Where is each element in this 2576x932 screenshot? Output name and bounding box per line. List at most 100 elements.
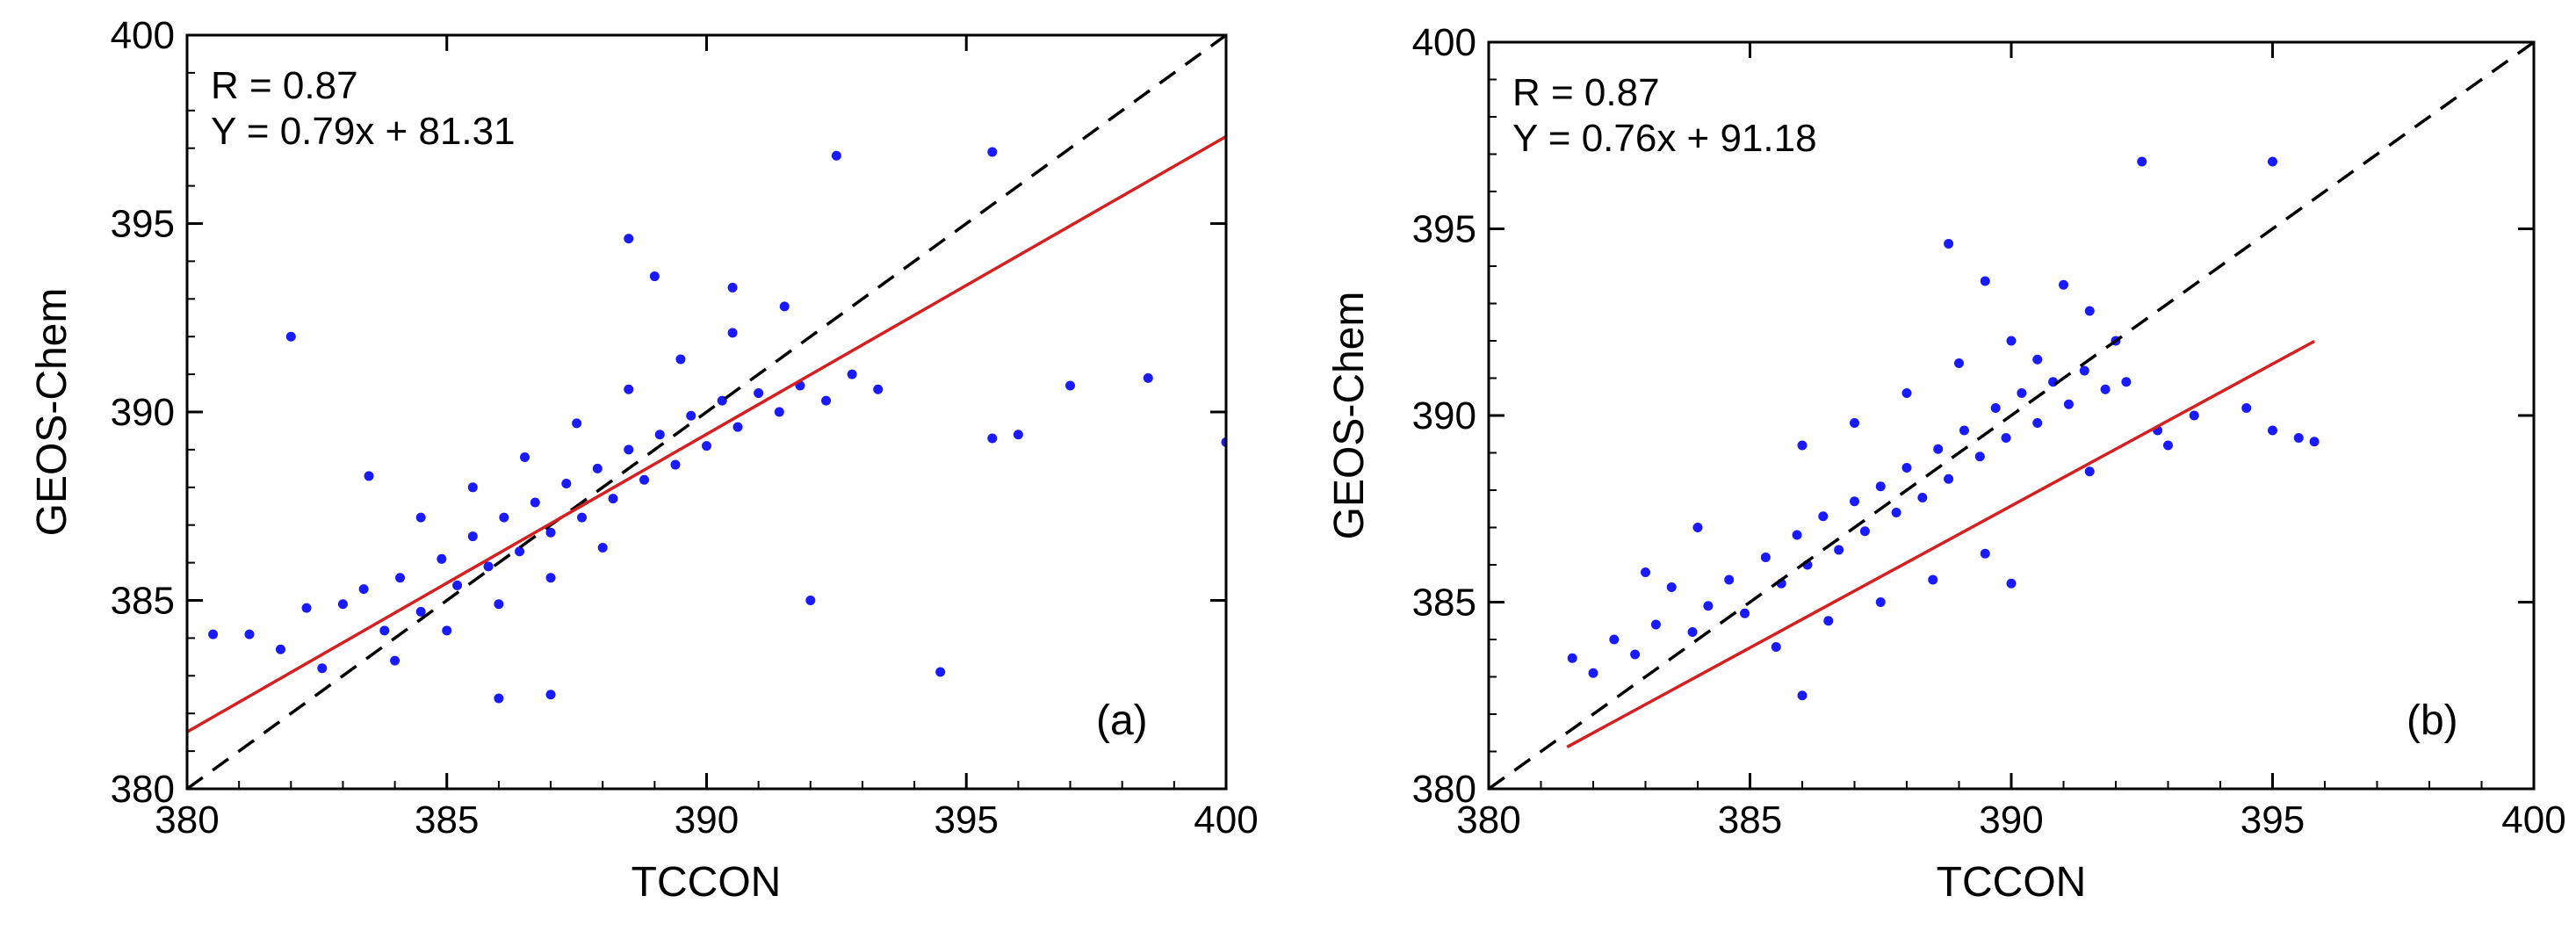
y-tick-label-b-0: 380: [1412, 768, 1476, 811]
data-point-a-16: [545, 527, 556, 538]
data-point-a-51: [987, 147, 998, 157]
data-point-a-48: [494, 693, 504, 704]
identity-line-b: [1487, 40, 2536, 791]
data-point-b-1: [1588, 668, 1598, 678]
data-point-b-18: [1875, 481, 1886, 492]
data-point-b-12: [1792, 530, 1802, 540]
data-point-b-38: [1954, 358, 1964, 368]
data-points-b: [1567, 156, 2320, 701]
panel-label-a: (a): [1096, 697, 1148, 744]
data-point-a-21: [624, 444, 634, 455]
y-tick-label-a-3: 395: [111, 203, 175, 246]
identity-line-a: [185, 33, 1228, 791]
data-point-b-31: [2063, 399, 2074, 409]
data-point-b-34: [2121, 377, 2132, 387]
data-point-b-35: [1797, 440, 1808, 451]
data-point-b-47: [1980, 276, 1990, 286]
data-point-a-45: [675, 354, 686, 365]
data-point-b-14: [1818, 511, 1829, 522]
data-point-a-20: [608, 494, 618, 504]
data-point-a-11: [467, 531, 478, 542]
x-tick-label-a-2: 390: [675, 798, 739, 842]
data-point-a-30: [774, 407, 784, 417]
data-point-a-19: [592, 463, 603, 473]
fit-equation-b: Y = 0.76x + 91.18: [1512, 117, 1817, 160]
data-point-b-43: [1928, 574, 1938, 585]
data-point-a-49: [545, 690, 556, 700]
x-tick-label-a-1: 385: [415, 798, 479, 842]
y-tick-label-a-1: 385: [111, 580, 175, 623]
data-point-b-61: [2084, 466, 2095, 477]
data-point-b-17: [1859, 526, 1870, 537]
data-point-a-40: [415, 512, 426, 523]
data-point-b-3: [1630, 649, 1641, 660]
data-point-b-20: [1901, 463, 1912, 473]
data-point-a-3: [317, 663, 328, 674]
data-point-a-62: [208, 629, 219, 639]
x-axis-title-b: TCCON: [1937, 859, 2087, 906]
y-tick-label-b-4: 400: [1412, 21, 1476, 64]
data-point-a-2: [301, 603, 312, 613]
data-point-a-29: [754, 388, 764, 399]
data-point-a-25: [686, 410, 696, 421]
y-tick-label-b-1: 385: [1412, 582, 1476, 625]
x-tick-label-b-1: 385: [1718, 798, 1782, 842]
data-point-b-39: [2006, 336, 2017, 346]
data-point-b-46: [2084, 306, 2095, 316]
data-point-b-5: [1666, 582, 1677, 592]
data-point-a-44: [624, 384, 634, 394]
data-point-a-26: [702, 441, 711, 452]
data-point-b-36: [1850, 418, 1859, 428]
data-point-a-63: [364, 471, 374, 481]
data-point-b-42: [1875, 597, 1886, 607]
data-point-a-50: [831, 150, 841, 161]
data-point-a-43: [572, 418, 582, 429]
x-tick-label-b-2: 390: [1979, 798, 2043, 842]
x-axis-ticks-a: 380 385 390 395 400: [155, 35, 1259, 842]
data-point-b-40: [1771, 642, 1781, 652]
data-point-a-33: [847, 369, 857, 379]
r-annotation-b: R = 0.87: [1512, 71, 1660, 114]
data-point-b-51: [2241, 403, 2252, 413]
data-point-a-46: [727, 328, 738, 338]
data-point-a-42: [519, 452, 530, 462]
data-point-b-22: [1933, 444, 1944, 454]
data-point-b-21: [1917, 493, 1928, 502]
x-tick-label-b-3: 395: [2240, 798, 2305, 842]
data-point-b-55: [2163, 440, 2173, 451]
data-point-b-24: [1959, 425, 1969, 436]
data-point-a-37: [494, 599, 504, 610]
data-point-b-28: [2017, 388, 2027, 398]
data-point-b-37: [1901, 388, 1912, 398]
data-point-b-64: [2032, 354, 2043, 365]
data-point-a-9: [437, 553, 447, 564]
data-point-b-19: [1891, 508, 1901, 517]
data-point-a-13: [499, 512, 509, 523]
r-annotation-a: R = 0.87: [211, 64, 358, 107]
data-point-b-2: [1609, 634, 1620, 645]
data-point-a-18: [577, 512, 588, 523]
data-point-b-33: [2100, 384, 2111, 394]
data-point-b-45: [2059, 279, 2068, 290]
data-point-a-54: [727, 282, 738, 293]
panel-label-b: (b): [2406, 697, 2458, 744]
data-point-b-8: [1724, 574, 1735, 585]
data-point-b-6: [1687, 627, 1698, 637]
data-points-a: [208, 147, 1226, 704]
fit-equation-a: Y = 0.79x + 81.31: [211, 110, 516, 153]
data-point-a-58: [1143, 372, 1153, 383]
data-point-a-55: [987, 433, 998, 444]
data-point-b-59: [1692, 523, 1703, 532]
x-axis-ticks-b: 380 385 390 395 400: [1456, 42, 2566, 842]
data-point-a-38: [545, 573, 556, 583]
data-point-b-49: [2137, 156, 2147, 167]
data-point-b-7: [1703, 601, 1714, 611]
data-point-a-60: [935, 667, 946, 677]
data-point-a-36: [442, 625, 452, 636]
data-point-b-16: [1850, 496, 1859, 507]
fit-line-b: [1566, 339, 2315, 748]
data-point-b-27: [2001, 433, 2011, 443]
x-tick-label-b-0: 380: [1456, 798, 1520, 842]
data-point-a-14: [515, 546, 525, 557]
